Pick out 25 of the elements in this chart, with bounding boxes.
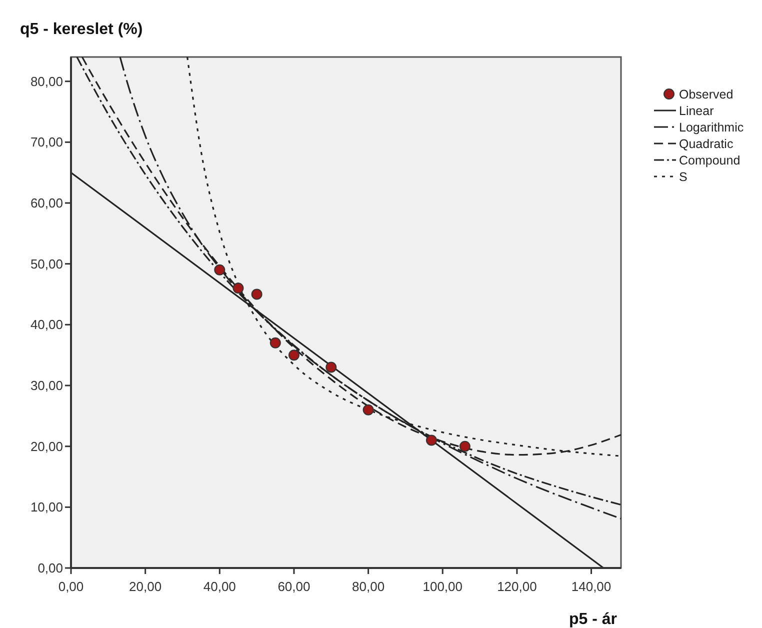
y-tick-label: 10,00 [30,500,63,515]
x-axis-title: p5 - ár [568,611,617,628]
y-tick-label: 50,00 [30,256,63,272]
legend-label: S [679,170,688,184]
y-axis-title: q5 - kereslet (%) [20,21,143,38]
x-tick-label: 20,00 [129,579,162,594]
x-tick-label: 40,00 [203,579,236,594]
legend-label: Quadratic [679,137,734,151]
y-tick-label: 60,00 [30,196,63,210]
y-tick-label: 40,00 [30,317,63,332]
x-tick-label: 100,00 [422,579,463,594]
y-tick-label: 0,00 [38,560,63,576]
x-tick-label: 120,00 [497,579,537,594]
y-tick-label: 20,00 [30,438,63,454]
legend-label: Linear [679,104,714,118]
y-tick-label: 70,00 [30,134,63,150]
legend-label: Logarithmic [679,120,744,134]
legend-label: Observed [679,88,734,102]
legend-label: Compound [679,154,740,168]
x-tick-label: 80,00 [352,579,385,594]
x-tick-label: 0,00 [58,579,84,594]
x-tick-label: 140,00 [571,579,612,594]
y-tick-label: 30,00 [30,378,63,393]
x-tick-label: 60,00 [278,579,310,594]
y-tick-label: 80,00 [30,74,63,89]
